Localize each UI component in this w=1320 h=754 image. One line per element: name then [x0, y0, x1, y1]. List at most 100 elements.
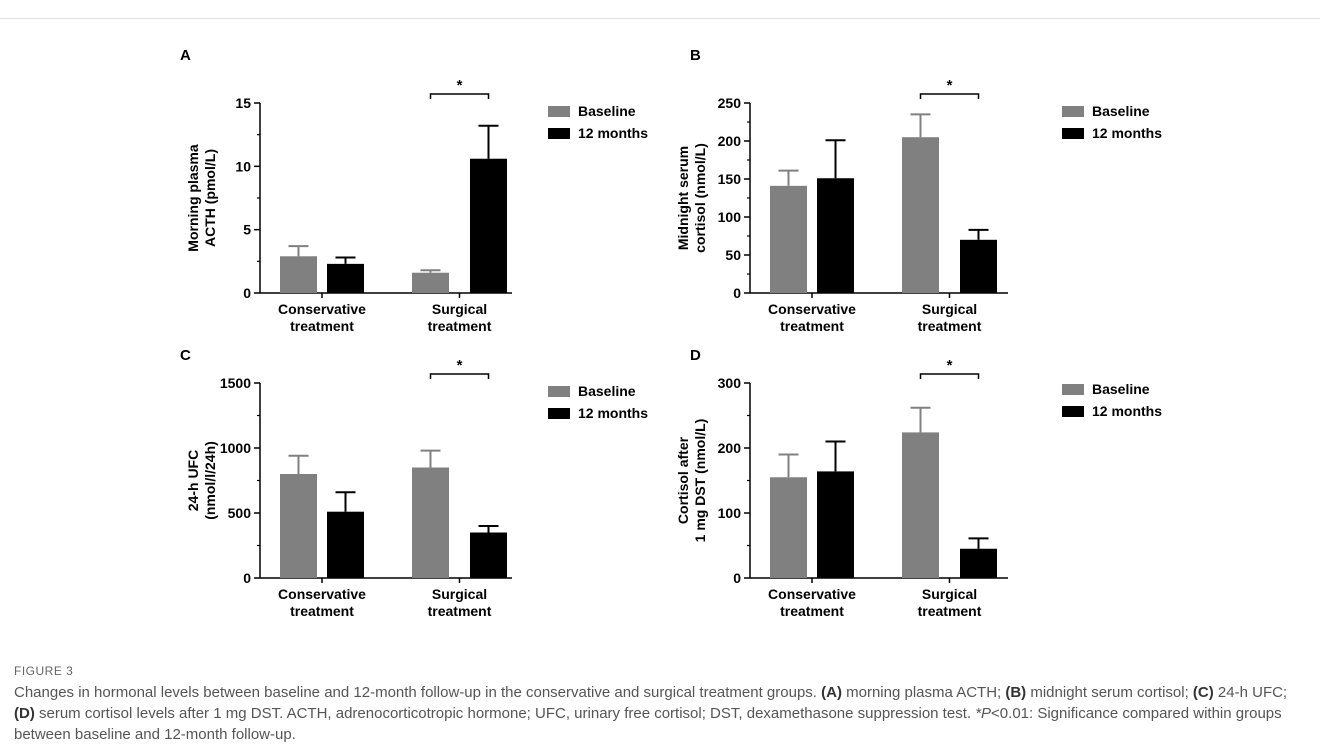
panel-b-y-tick-label: 0	[733, 285, 741, 301]
panel-d-y-tick-label: 0	[733, 570, 741, 586]
panel-d-category-label: treatment	[918, 603, 982, 619]
caption-b-tag: (B)	[1005, 684, 1027, 701]
panel-d-significance-marker: *	[947, 357, 953, 374]
panel-d-y-tick-label: 100	[718, 505, 742, 521]
panel-a-letter: A	[180, 47, 191, 64]
caption-c-text: 24-h UFC;	[1213, 684, 1288, 701]
panel-c-y-tick-label: 0	[243, 570, 251, 586]
panel-c-significance-marker: *	[457, 357, 463, 374]
caption-sig-text: <0.01: Significance compared within grou…	[14, 705, 1282, 743]
panel-b-bar-followup	[960, 239, 997, 293]
panel-b-category-label: treatment	[918, 318, 982, 334]
panel-c-legend-swatch-followup	[548, 408, 570, 419]
panel-b-y-axis-label: cortisol (nmol/L)	[692, 143, 708, 253]
panel-c-legend-label-baseline: Baseline	[578, 383, 636, 399]
panel-b-y-tick-label: 150	[718, 171, 742, 187]
panel-a-category-label: Conservative	[278, 301, 366, 317]
panel-d-y-tick-label: 300	[718, 375, 742, 391]
panel-d-legend-swatch-baseline	[1062, 384, 1084, 395]
panel-c-y-axis-label: (nmol/l/24h)	[202, 441, 218, 520]
panel-d-bar-followup	[817, 471, 854, 578]
panel-d-category-label: Surgical	[922, 586, 977, 602]
caption-a-tag: (A)	[821, 684, 842, 701]
top-divider	[0, 18, 1320, 19]
panel-d-significance-bracket	[919, 373, 980, 379]
panel-c-legend-label-followup: 12 months	[578, 405, 648, 421]
panel-b-legend-swatch-baseline	[1062, 106, 1084, 117]
panel-a-legend-swatch-baseline	[548, 106, 570, 117]
panel-d-y-axis-label: Cortisol after	[675, 436, 691, 524]
panel-b-bar-followup	[817, 178, 854, 293]
figure-panels: A 0 5 10 15 Morning plasma ACTH (pmol/L) Conser…	[180, 47, 1162, 619]
caption-c-tag: (C)	[1192, 684, 1214, 701]
panel-a-category-label: treatment	[428, 318, 492, 334]
panel-a-y-axis-label: ACTH (pmol/L)	[202, 149, 218, 247]
panel-c-legend-swatch-baseline	[548, 386, 570, 397]
panel-c-y-tick-label: 1000	[220, 440, 251, 456]
panel-b-legend-label-followup: 12 months	[1092, 125, 1162, 141]
panel-b-y-tick-label: 250	[718, 95, 742, 111]
panel-d-bar-baseline	[770, 477, 807, 578]
panel-a-bar-followup	[327, 263, 364, 293]
panel-c-y-axis-label: 24-h UFC	[185, 450, 201, 511]
panel-a-bar-baseline	[280, 256, 317, 293]
panel-d-bar-baseline	[902, 432, 939, 578]
panel-b-category-label: Conservative	[768, 301, 856, 317]
figure-label: FIGURE 3	[14, 664, 74, 678]
panel-a-legend-swatch-followup	[548, 128, 570, 139]
panel-d-y-tick-label: 200	[718, 440, 742, 456]
panel-c-bar-followup	[470, 532, 507, 578]
panel-d-legend-label-baseline: Baseline	[1092, 381, 1150, 397]
panel-c-letter: C	[180, 347, 191, 364]
panel-b-legend-label-baseline: Baseline	[1092, 103, 1150, 119]
panel-b-y-axis-label: Midnight serum	[675, 146, 691, 250]
panel-a-y-tick-label: 10	[235, 158, 251, 174]
panel-d-letter: D	[690, 347, 701, 364]
panel-a-legend-label-baseline: Baseline	[578, 103, 636, 119]
panel-c-category-label: Conservative	[278, 586, 366, 602]
panel-b-bar-baseline	[902, 137, 939, 293]
panel-b-bar-baseline	[770, 185, 807, 293]
panel-b-category-label: treatment	[780, 318, 844, 334]
panel-b-y-tick-label: 200	[718, 133, 742, 149]
panel-b-y-tick-label: 50	[725, 247, 741, 263]
panel-a-y-tick-label: 15	[235, 95, 251, 111]
panel-c-y-tick-label: 500	[228, 505, 252, 521]
panel-c-bar-baseline	[412, 467, 449, 578]
panel-d-category-label: treatment	[780, 603, 844, 619]
caption-b-text: midnight serum cortisol;	[1026, 684, 1193, 701]
panel-d-legend-label-followup: 12 months	[1092, 403, 1162, 419]
panel-b-category-label: Surgical	[922, 301, 977, 317]
caption-a-text: morning plasma ACTH;	[841, 684, 1006, 701]
panel-c-y-tick-label: 1500	[220, 375, 251, 391]
panel-c-bar-baseline	[280, 474, 317, 578]
panel-a-bar-baseline	[412, 272, 449, 293]
panel-c-category-label: treatment	[428, 603, 492, 619]
panel-b-significance-bracket	[919, 93, 980, 99]
panel-a-y-tick-label: 5	[243, 222, 251, 238]
panel-d-category-label: Conservative	[768, 586, 856, 602]
panel-c-bar-followup	[327, 511, 364, 578]
panel-a-bar-followup	[470, 158, 507, 293]
panel-c-category-label: treatment	[290, 603, 354, 619]
panel-b-letter: B	[690, 47, 701, 64]
caption-d-text: serum cortisol levels after 1 mg DST. AC…	[34, 705, 976, 722]
caption-d-tag: (D)	[14, 705, 35, 722]
caption-sig-italic: *P	[975, 705, 992, 722]
panel-a-category-label: Surgical	[432, 301, 487, 317]
panel-a-category-label: treatment	[290, 318, 354, 334]
panel-a-y-axis-label: Morning plasma	[185, 144, 201, 252]
panel-b-legend-swatch-followup	[1062, 128, 1084, 139]
panel-a-legend-label-followup: 12 months	[578, 125, 648, 141]
figure-caption: Changes in hormonal levels between basel…	[14, 682, 1304, 745]
panel-c-category-label: Surgical	[432, 586, 487, 602]
panel-d-y-axis-label: 1 mg DST (nmol/L)	[692, 419, 708, 543]
panel-c-significance-bracket	[429, 373, 490, 379]
caption-intro: Changes in hormonal levels between basel…	[14, 684, 822, 701]
panel-d-legend-swatch-followup	[1062, 406, 1084, 417]
panel-a-y-tick-label: 0	[243, 285, 251, 301]
panel-a-significance-marker: *	[457, 77, 463, 94]
panel-b-significance-marker: *	[947, 77, 953, 94]
panel-a-significance-bracket	[429, 93, 490, 99]
